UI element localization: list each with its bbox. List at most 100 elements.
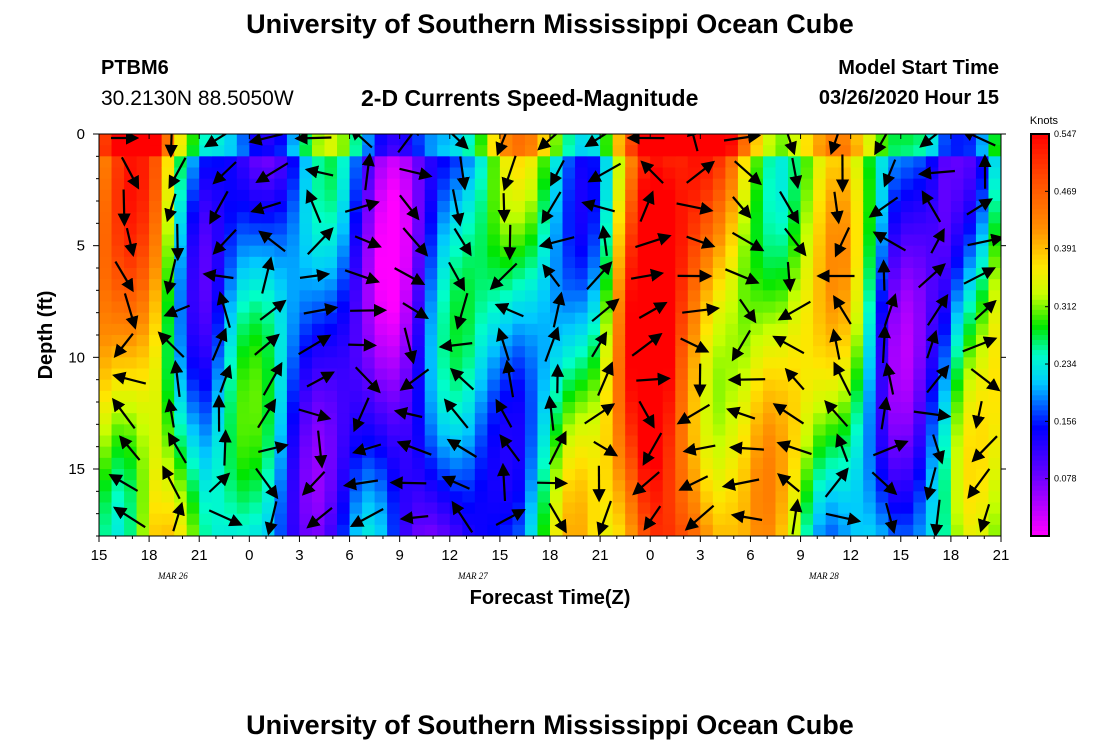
heatmap-cell: [324, 469, 338, 481]
heatmap-cell: [712, 268, 726, 280]
colorbar-segment: [1031, 375, 1049, 381]
heatmap-cell: [362, 402, 376, 414]
heatmap-cell: [687, 457, 701, 470]
heatmap-cell: [111, 256, 125, 269]
heatmap-cell: [925, 435, 939, 448]
colorbar-segment: [1031, 214, 1049, 221]
heatmap-cell: [111, 156, 125, 169]
heatmap-cell: [813, 390, 827, 403]
heatmap-cell: [700, 167, 714, 180]
heatmap-cell: [975, 502, 990, 515]
current-vector-arrow: [830, 191, 844, 225]
heatmap-cell: [775, 424, 789, 437]
heatmap-cell: [186, 178, 200, 191]
heatmap-cell: [437, 268, 451, 280]
heatmap-cell: [236, 134, 250, 146]
current-vector-arrow: [733, 160, 762, 186]
heatmap-cell: [512, 446, 526, 459]
heatmap-cell: [762, 256, 777, 269]
heatmap-cell: [900, 156, 914, 169]
heatmap-cell: [449, 301, 463, 314]
heatmap-cell: [311, 469, 326, 481]
heatmap-cell: [963, 268, 977, 280]
heatmap-cell: [888, 346, 902, 358]
x-tick-label: 21: [592, 547, 609, 564]
heatmap-cell: [813, 245, 827, 258]
current-vector-arrow: [967, 233, 1001, 247]
heatmap-cell: [637, 256, 651, 269]
heatmap-cell: [800, 357, 814, 370]
heatmap-cell: [424, 402, 438, 414]
current-vector-arrow: [789, 498, 803, 535]
heatmap-cell: [562, 491, 576, 504]
heatmap-cell: [136, 323, 150, 336]
current-vector-arrow: [538, 236, 575, 250]
colorbar-segment: [1031, 395, 1049, 401]
heatmap-cell: [249, 435, 263, 448]
current-vector-arrow: [724, 268, 760, 285]
current-vector-arrow: [394, 267, 426, 285]
heatmap-cell: [913, 491, 927, 504]
heatmap-cell: [825, 357, 839, 370]
heatmap-cell: [299, 402, 313, 414]
heatmap-cell: [913, 413, 927, 425]
heatmap-cell: [813, 346, 827, 358]
heatmap-cell: [462, 413, 476, 425]
heatmap-cell: [662, 457, 676, 470]
current-vector-arrow: [305, 189, 322, 224]
heatmap-cell: [950, 268, 965, 280]
heatmap-cell: [387, 413, 401, 425]
heatmap-cell: [274, 513, 288, 526]
heatmap-cell: [161, 145, 175, 157]
heatmap-cell: [800, 502, 814, 515]
current-vectors: [108, 134, 1001, 536]
heatmap-cell: [975, 301, 990, 314]
heatmap-cell: [888, 491, 902, 504]
heatmap-cell: [938, 178, 952, 191]
heatmap-cell: [788, 502, 802, 515]
colorbar-segment: [1031, 269, 1049, 276]
current-vector-arrow: [203, 134, 228, 148]
heatmap-cell: [124, 212, 138, 224]
heatmap-cell: [374, 256, 388, 269]
colorbar-tick-label: 0.469: [1054, 186, 1077, 196]
heatmap-cell: [286, 256, 301, 269]
heatmap-cell: [737, 469, 752, 481]
heatmap-cell: [625, 424, 639, 437]
heatmap-cell: [975, 491, 990, 504]
heatmap-cell: [261, 145, 275, 157]
heatmap-cell: [838, 234, 852, 247]
heatmap-cell: [675, 390, 689, 403]
heatmap-cell: [762, 357, 777, 370]
heatmap-cell: [286, 446, 301, 459]
heatmap-cell: [988, 256, 1001, 269]
heatmap-cell: [499, 290, 514, 303]
heatmap-cell: [925, 290, 939, 303]
heatmap-cell: [900, 390, 914, 403]
heatmap-cell: [650, 178, 664, 191]
current-vector-arrow: [877, 259, 891, 291]
heatmap-cell: [762, 435, 777, 448]
heatmap-cell: [687, 346, 701, 358]
heatmap-cell: [625, 502, 639, 515]
heatmap-cell: [537, 301, 551, 314]
heatmap-cell: [186, 513, 200, 526]
heatmap-cell: [161, 379, 175, 392]
heatmap-cell: [587, 457, 601, 470]
current-vector-arrow: [403, 327, 418, 365]
heatmap-cell: [199, 357, 213, 370]
heatmap-cell: [625, 524, 639, 536]
colorbar-segment: [1031, 490, 1049, 497]
heatmap-cell: [925, 178, 939, 191]
heatmap-cell: [449, 446, 463, 459]
heatmap-cell: [161, 234, 175, 247]
heatmap-cell: [925, 234, 939, 247]
heatmap-cell: [800, 245, 814, 258]
heatmap-cell: [224, 457, 238, 470]
heatmap-cell: [612, 424, 626, 437]
heatmap-cell: [324, 379, 338, 392]
heatmap-cell: [950, 256, 965, 269]
heatmap-cell: [825, 368, 839, 381]
heatmap-cell: [249, 480, 263, 492]
heatmap-cell: [337, 245, 351, 258]
